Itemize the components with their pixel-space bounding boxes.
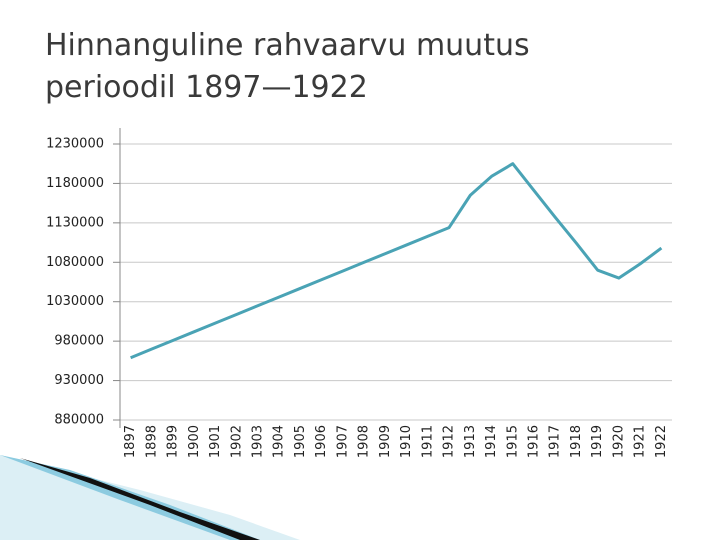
y-tick-label: 980000 <box>54 334 104 349</box>
x-tick-label: 1921 <box>633 425 648 458</box>
x-tick-label: 1906 <box>314 425 329 458</box>
x-tick-label: 1907 <box>335 425 350 458</box>
x-tick-label: 1900 <box>187 425 202 458</box>
x-tick-label: 1915 <box>505 425 520 458</box>
x-tick-label: 1901 <box>208 425 223 458</box>
y-tick-label: 1230000 <box>46 137 104 152</box>
x-tick-label: 1916 <box>527 425 542 458</box>
x-tick-label: 1898 <box>144 425 159 458</box>
x-tick-label: 1914 <box>484 425 499 458</box>
x-tick-label: 1922 <box>654 425 669 458</box>
y-tick-label: 1030000 <box>46 294 104 309</box>
x-tick-label: 1919 <box>590 425 605 458</box>
x-tick-label: 1918 <box>569 425 584 458</box>
x-tick-label: 1903 <box>251 425 266 458</box>
swoosh <box>20 458 260 540</box>
x-tick-label: 1912 <box>442 425 457 458</box>
chart-title: Hinnanguline rahvaarvu muutus <box>45 28 530 63</box>
x-tick-label: 1910 <box>399 425 414 458</box>
x-tick-label: 1908 <box>357 425 372 458</box>
x-tick-label: 1905 <box>293 425 308 458</box>
y-tick-label: 1180000 <box>46 176 104 191</box>
x-tick-label: 1904 <box>272 425 287 458</box>
chart-title: perioodil 1897—1922 <box>45 70 368 105</box>
y-tick-label: 930000 <box>54 373 104 388</box>
x-tick-label: 1899 <box>166 425 181 458</box>
y-tick-label: 880000 <box>54 413 104 428</box>
x-tick-label: 1909 <box>378 425 393 458</box>
x-tick-label: 1913 <box>463 425 478 458</box>
x-tick-label: 1897 <box>123 425 138 458</box>
data-line <box>130 162 663 360</box>
x-tick-label: 1917 <box>548 425 563 458</box>
decoration <box>0 455 300 540</box>
x-tick-label: 1920 <box>611 425 626 458</box>
y-tick-label: 1130000 <box>46 215 104 230</box>
x-tick-label: 1902 <box>229 425 244 458</box>
y-tick-label: 1080000 <box>46 255 104 270</box>
x-tick-label: 1911 <box>420 425 435 458</box>
